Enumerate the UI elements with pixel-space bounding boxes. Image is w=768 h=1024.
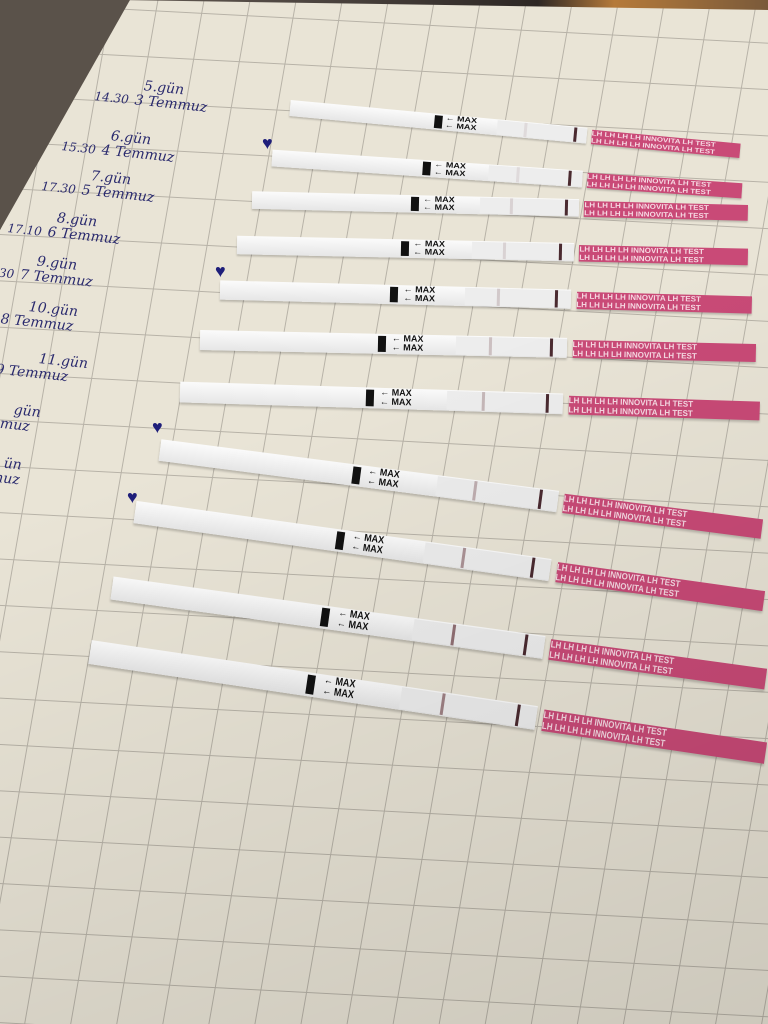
test-line [509, 198, 514, 215]
dip-mark [377, 335, 387, 353]
handwritten-label: ün Temmuz [0, 452, 23, 489]
time-text: 17.30 [40, 179, 77, 197]
control-line [550, 338, 554, 357]
heart-icon: ♥ [152, 417, 163, 437]
heart-icon: ♥ [262, 133, 273, 153]
test-line [481, 392, 485, 411]
dip-mark [400, 241, 409, 257]
time-text: 14.30 [93, 89, 130, 107]
control-line [554, 290, 559, 308]
max-label: ← MAX ← MAX [444, 113, 478, 132]
max-label: ← MAX ← MAX [422, 194, 455, 212]
time-text: 15.30 [60, 139, 97, 157]
dip-mark [410, 196, 419, 212]
heart-icon: ♥ [215, 261, 226, 281]
test-line [496, 288, 500, 306]
max-label: ← MAX ← MAX [379, 386, 412, 408]
max-label: ← MAX ← MAX [391, 333, 424, 353]
dip-mark [390, 286, 399, 303]
handwritten-label: gün Temmuz [0, 398, 41, 436]
max-label: ← MAX ← MAX [413, 238, 445, 257]
max-label: ← MAX ← MAX [433, 159, 467, 178]
dip-mark [421, 161, 431, 176]
max-label: ← MAX ← MAX [366, 465, 401, 490]
test-line [488, 337, 493, 356]
max-label: ← MAX ← MAX [403, 284, 436, 304]
max-label: ← MAX ← MAX [350, 530, 385, 556]
max-label: ← MAX ← MAX [321, 673, 357, 701]
time-text: 2.30 [0, 264, 15, 282]
control-line [564, 199, 568, 216]
dip-mark [365, 389, 374, 407]
control-line [545, 393, 549, 413]
heart-icon: ♥ [127, 487, 138, 507]
max-label: ← MAX ← MAX [336, 606, 371, 633]
dip-mark [433, 115, 443, 129]
control-line [558, 243, 563, 261]
time-text: 17.10 [6, 221, 43, 239]
test-line [502, 242, 506, 260]
table-surface [0, 0, 130, 230]
